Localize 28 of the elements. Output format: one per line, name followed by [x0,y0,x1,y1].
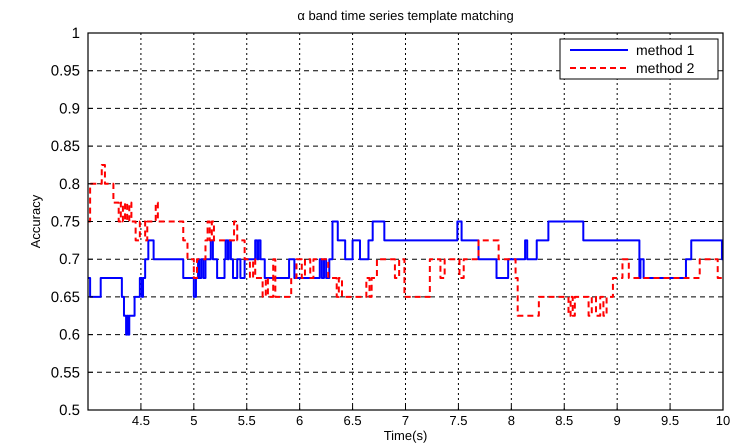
x-tick-label: 5 [190,413,198,428]
x-tick-label: 9 [614,413,621,428]
x-tick-label: 4.5 [132,413,150,428]
y-tick-label: 0.9 [59,100,80,118]
y-tick-label: 0.65 [50,288,80,306]
x-tick-label: 7.5 [449,413,468,428]
y-tick-label: 0.85 [50,138,80,156]
x-tick-label: 6 [296,413,304,428]
y-tick-label: 0.95 [50,62,80,80]
legend-label: method 1 [636,42,695,58]
y-tick-label: 0.7 [59,251,80,268]
y-tick-label: 0.75 [50,214,80,230]
x-axis-title: Time(s) [384,428,428,443]
y-tick-label: 0.5 [59,402,80,419]
x-tick-label: 10 [716,413,730,428]
x-tick-label: 7 [402,413,410,428]
x-tick-label: 9.5 [661,413,680,428]
x-tick-label: 6.5 [344,413,362,428]
y-tick-label: 0.8 [59,176,80,193]
x-tick-label: 8.5 [555,413,574,428]
y-axis-title: Accuracy [28,194,43,248]
x-tick-label: 8 [508,413,515,428]
y-tick-label: 0.55 [50,364,80,382]
y-tick-label: 0.6 [59,326,80,344]
y-tick-label: 1 [72,25,80,42]
x-tick-label: 5.5 [238,413,256,428]
chart-title: α band time series template matching [297,8,514,23]
legend-label: method 2 [636,60,695,76]
